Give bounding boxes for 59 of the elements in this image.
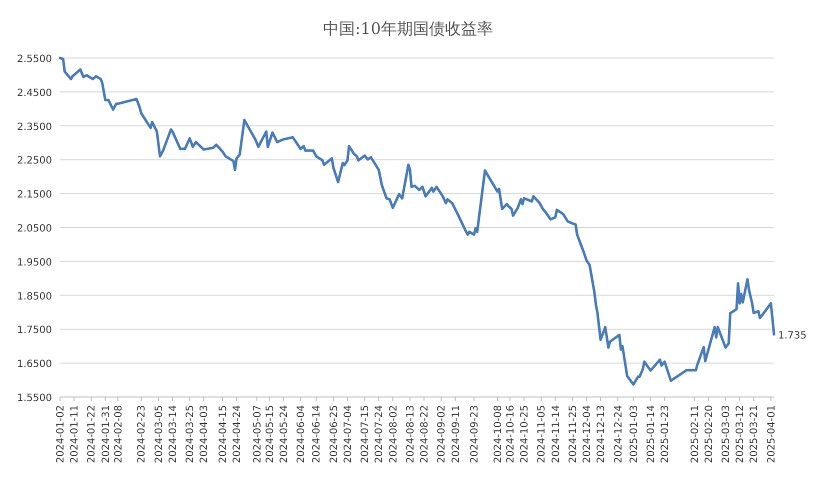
y-tick-label: 1.5500 [17, 393, 52, 404]
annotation: 1.735 [778, 330, 807, 342]
y-tick-label: 2.2500 [17, 156, 52, 167]
x-tick-label: 2024-09-23 [470, 405, 481, 464]
x-tick-label: 2024-07-15 [360, 405, 372, 464]
y-tick-label: 1.9500 [17, 257, 52, 268]
x-tick-label: 2024-08-13 [405, 405, 416, 464]
x-tick-label: 2024-11-14 [550, 405, 562, 464]
x-tick-label: 2024-04-15 [218, 405, 229, 464]
y-tick-label: 2.0500 [17, 224, 52, 234]
x-tick-label: 2024-03-14 [168, 405, 179, 464]
y-tick-label: 1.7500 [17, 325, 52, 336]
x-tick-label: 2024-06-14 [312, 405, 323, 464]
x-tick-label: 2024-06-04 [296, 405, 308, 464]
x-tick-label: 2024-01-22 [86, 405, 98, 464]
chart-title: 中国:10年期国债收益率 [323, 19, 493, 38]
x-tick-label: 2025-01-14 [646, 405, 658, 464]
x-tick-label: 2024-04-03 [199, 405, 210, 464]
x-tick-label: 2024-07-04 [342, 405, 354, 464]
x-tick-label: 2024-11-05 [536, 405, 548, 464]
x-tick-label: 2024-09-02 [436, 405, 448, 464]
x-tick-label: 2024-10-08 [492, 405, 504, 464]
x-tick-label: 2024-08-22 [420, 405, 431, 464]
x-tick-label: 2024-12-04 [582, 405, 594, 464]
x-tick-label: 2024-01-11 [70, 405, 81, 464]
x-tick-label: 2024-05-07 [252, 405, 264, 464]
x-tick-label: 2024-09-11 [450, 405, 462, 464]
x-tick-label: 2024-10-25 [520, 405, 531, 464]
x-tick-label: 2024-03-25 [185, 405, 196, 464]
x-tick-label: 2024-02-23 [136, 405, 148, 464]
line-series [58, 56, 776, 386]
y-tick-label: 2.5500 [17, 54, 52, 65]
y-tick-label: 1.8500 [17, 291, 52, 302]
y-tick-label: 2.4500 [17, 88, 52, 99]
x-tick-label: 2025-02-11 [690, 405, 701, 464]
y-tick-label: 2.1500 [17, 190, 52, 201]
x-tick-label: 2024-08-02 [388, 405, 400, 464]
x-tick-label: 2024-11-25 [568, 405, 579, 464]
x-tick-label: 2025-04-01 [766, 405, 778, 464]
x-tick-label: 2024-05-15 [264, 405, 276, 464]
x-tick-label: 2024-12-13 [596, 405, 608, 464]
x-tick-label: 2024-06-25 [328, 405, 340, 464]
y-tick-label: 2.3500 [17, 122, 52, 133]
x-tick-label: 2025-01-23 [660, 405, 672, 464]
y-tick-label: 1.6500 [17, 359, 52, 370]
x-tick-label: 2024-04-24 [232, 405, 244, 464]
x-tick-label: 2025-03-12 [735, 405, 746, 464]
x-tick-label: 2024-07-24 [374, 405, 386, 464]
x-tick-label: 2025-03-21 [749, 405, 760, 464]
x-tick-label: 2025-01-03 [628, 405, 640, 464]
x-tick-label: 2024-10-16 [505, 405, 516, 464]
x-tick-label: 2024-02-08 [113, 405, 124, 464]
x-tick-label: 2024-12-24 [613, 405, 624, 464]
x-tick-label: 2024-01-02 [56, 405, 66, 464]
x-tick-label: 2025-03-03 [721, 405, 732, 464]
x-tick-label: 2025-02-20 [704, 405, 715, 464]
x-tick-label: 2024-03-05 [154, 405, 165, 464]
x-tick-label: 2024-05-24 [278, 405, 290, 464]
x-tick-label: 2024-01-31 [100, 405, 112, 464]
